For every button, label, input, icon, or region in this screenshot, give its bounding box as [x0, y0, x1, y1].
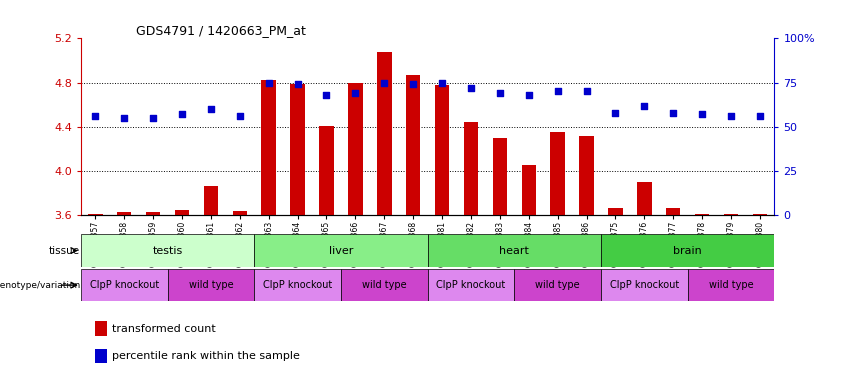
Bar — [290, 84, 305, 215]
Text: ClpP knockout: ClpP knockout — [610, 280, 679, 290]
Bar — [88, 214, 102, 215]
Text: wild type: wild type — [189, 280, 233, 290]
Point — [551, 88, 564, 94]
Bar — [261, 80, 276, 215]
Bar — [427, 234, 601, 267]
Text: testis: testis — [152, 245, 183, 256]
Bar — [601, 269, 688, 301]
Text: ClpP knockout: ClpP knockout — [89, 280, 159, 290]
Point — [349, 90, 363, 96]
Bar — [94, 349, 107, 363]
Point — [753, 113, 767, 119]
Point — [464, 85, 477, 91]
Bar — [168, 269, 254, 301]
Bar — [203, 186, 218, 215]
Text: ClpP knockout: ClpP knockout — [263, 280, 332, 290]
Point — [233, 113, 247, 119]
Bar — [608, 209, 623, 215]
Point — [320, 92, 334, 98]
Text: liver: liver — [328, 245, 353, 256]
Point — [724, 113, 738, 119]
Bar — [688, 269, 774, 301]
Bar — [232, 210, 247, 215]
Text: GDS4791 / 1420663_PM_at: GDS4791 / 1420663_PM_at — [136, 24, 306, 37]
Text: tissue: tissue — [49, 245, 80, 256]
Point — [666, 109, 680, 116]
Bar — [319, 126, 334, 215]
Bar — [406, 75, 420, 215]
Point — [695, 111, 709, 118]
Point — [262, 79, 276, 86]
Text: wild type: wild type — [362, 280, 407, 290]
Bar — [254, 269, 341, 301]
Bar — [117, 212, 131, 215]
Point — [493, 90, 506, 96]
Bar — [522, 166, 536, 215]
Bar — [493, 138, 507, 215]
Point — [291, 81, 305, 88]
Bar — [348, 83, 363, 215]
Text: wild type: wild type — [709, 280, 753, 290]
Bar — [637, 182, 652, 215]
Bar — [464, 122, 478, 215]
Bar — [724, 214, 739, 215]
Bar — [753, 214, 768, 215]
Point — [522, 92, 535, 98]
Point — [608, 109, 622, 116]
Text: heart: heart — [500, 245, 529, 256]
Bar — [377, 52, 391, 215]
Point — [89, 113, 102, 119]
Point — [407, 81, 420, 88]
Bar — [146, 212, 160, 215]
Text: ClpP knockout: ClpP knockout — [437, 280, 505, 290]
Point — [378, 79, 391, 86]
Bar — [514, 269, 601, 301]
Bar — [551, 132, 565, 215]
Text: wild type: wild type — [535, 280, 580, 290]
Bar — [81, 269, 168, 301]
Bar — [341, 269, 427, 301]
Bar — [254, 234, 427, 267]
Point — [146, 115, 160, 121]
Point — [580, 88, 593, 94]
Bar — [94, 321, 107, 336]
Point — [117, 115, 131, 121]
Bar — [81, 234, 254, 267]
Text: brain: brain — [673, 245, 702, 256]
Bar — [601, 234, 774, 267]
Bar — [580, 136, 594, 215]
Bar — [666, 209, 681, 215]
Bar — [427, 269, 514, 301]
Point — [637, 103, 651, 109]
Point — [175, 111, 189, 118]
Text: transformed count: transformed count — [112, 324, 216, 334]
Text: genotype/variation: genotype/variation — [0, 281, 80, 290]
Point — [204, 106, 218, 112]
Text: percentile rank within the sample: percentile rank within the sample — [112, 351, 300, 361]
Bar — [435, 85, 449, 215]
Point — [435, 79, 448, 86]
Bar — [174, 210, 189, 215]
Bar — [695, 214, 710, 215]
